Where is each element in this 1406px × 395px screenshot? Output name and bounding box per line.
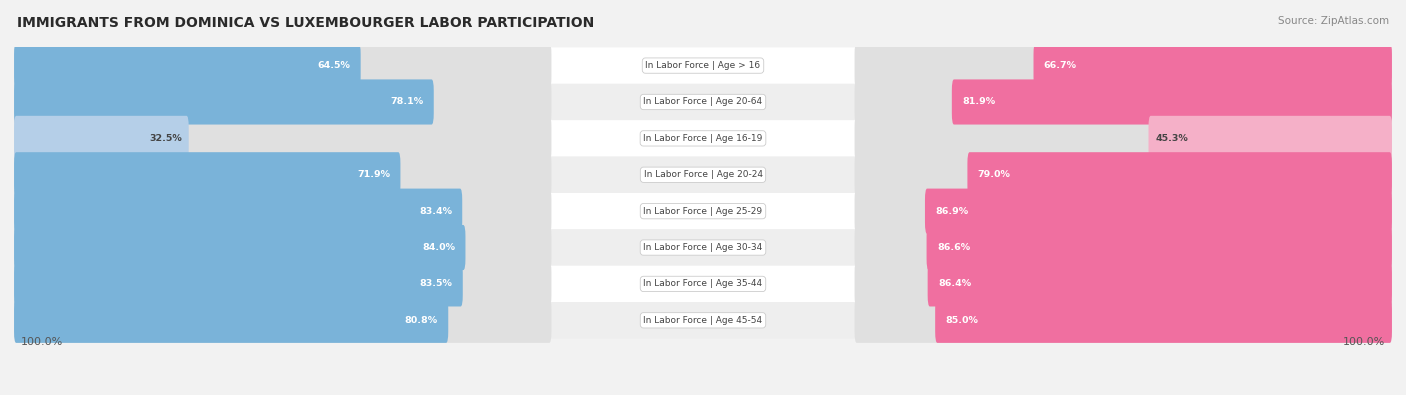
FancyBboxPatch shape [14,225,465,270]
Text: In Labor Force | Age 16-19: In Labor Force | Age 16-19 [644,134,762,143]
FancyBboxPatch shape [855,152,1392,198]
FancyBboxPatch shape [855,79,1392,124]
Text: 71.9%: 71.9% [357,170,389,179]
Text: 86.6%: 86.6% [936,243,970,252]
FancyBboxPatch shape [935,298,1392,343]
Text: 83.4%: 83.4% [419,207,451,216]
Text: 83.5%: 83.5% [419,279,453,288]
FancyBboxPatch shape [14,188,463,234]
Text: In Labor Force | Age 20-64: In Labor Force | Age 20-64 [644,98,762,107]
FancyBboxPatch shape [14,152,401,198]
Text: 45.3%: 45.3% [1156,134,1188,143]
Text: 100.0%: 100.0% [1343,337,1385,347]
FancyBboxPatch shape [927,225,1392,270]
FancyBboxPatch shape [14,261,463,307]
FancyBboxPatch shape [967,152,1392,198]
FancyBboxPatch shape [1149,116,1392,161]
FancyBboxPatch shape [14,120,1392,156]
FancyBboxPatch shape [14,79,551,124]
FancyBboxPatch shape [14,43,551,88]
FancyBboxPatch shape [14,156,1392,193]
FancyBboxPatch shape [14,116,188,161]
FancyBboxPatch shape [14,188,551,234]
Text: In Labor Force | Age 20-24: In Labor Force | Age 20-24 [644,170,762,179]
FancyBboxPatch shape [14,261,551,307]
Text: IMMIGRANTS FROM DOMINICA VS LUXEMBOURGER LABOR PARTICIPATION: IMMIGRANTS FROM DOMINICA VS LUXEMBOURGER… [17,16,595,30]
FancyBboxPatch shape [1033,43,1392,88]
FancyBboxPatch shape [14,225,551,270]
FancyBboxPatch shape [14,298,551,343]
FancyBboxPatch shape [14,47,1392,84]
Text: 85.0%: 85.0% [945,316,979,325]
FancyBboxPatch shape [928,261,1392,307]
FancyBboxPatch shape [14,229,1392,266]
Text: Source: ZipAtlas.com: Source: ZipAtlas.com [1278,16,1389,26]
Text: 79.0%: 79.0% [977,170,1011,179]
Text: 81.9%: 81.9% [962,98,995,107]
FancyBboxPatch shape [855,298,1392,343]
FancyBboxPatch shape [14,302,1392,339]
Text: 80.8%: 80.8% [405,316,437,325]
FancyBboxPatch shape [855,225,1392,270]
FancyBboxPatch shape [925,188,1392,234]
FancyBboxPatch shape [855,43,1392,88]
FancyBboxPatch shape [14,116,551,161]
FancyBboxPatch shape [855,116,1392,161]
FancyBboxPatch shape [855,261,1392,307]
FancyBboxPatch shape [14,43,361,88]
Text: In Labor Force | Age 35-44: In Labor Force | Age 35-44 [644,279,762,288]
FancyBboxPatch shape [14,298,449,343]
Text: 84.0%: 84.0% [422,243,456,252]
FancyBboxPatch shape [952,79,1392,124]
FancyBboxPatch shape [14,193,1392,229]
Text: 66.7%: 66.7% [1043,61,1077,70]
Text: 64.5%: 64.5% [318,61,350,70]
Text: 86.9%: 86.9% [935,207,969,216]
Text: In Labor Force | Age 45-54: In Labor Force | Age 45-54 [644,316,762,325]
Text: 100.0%: 100.0% [21,337,63,347]
Text: 86.4%: 86.4% [938,279,972,288]
Text: In Labor Force | Age > 16: In Labor Force | Age > 16 [645,61,761,70]
Text: In Labor Force | Age 30-34: In Labor Force | Age 30-34 [644,243,762,252]
FancyBboxPatch shape [14,266,1392,302]
FancyBboxPatch shape [14,84,1392,120]
Text: In Labor Force | Age 25-29: In Labor Force | Age 25-29 [644,207,762,216]
Text: 32.5%: 32.5% [149,134,181,143]
FancyBboxPatch shape [14,79,433,124]
Text: 78.1%: 78.1% [391,98,423,107]
FancyBboxPatch shape [855,188,1392,234]
FancyBboxPatch shape [14,152,551,198]
